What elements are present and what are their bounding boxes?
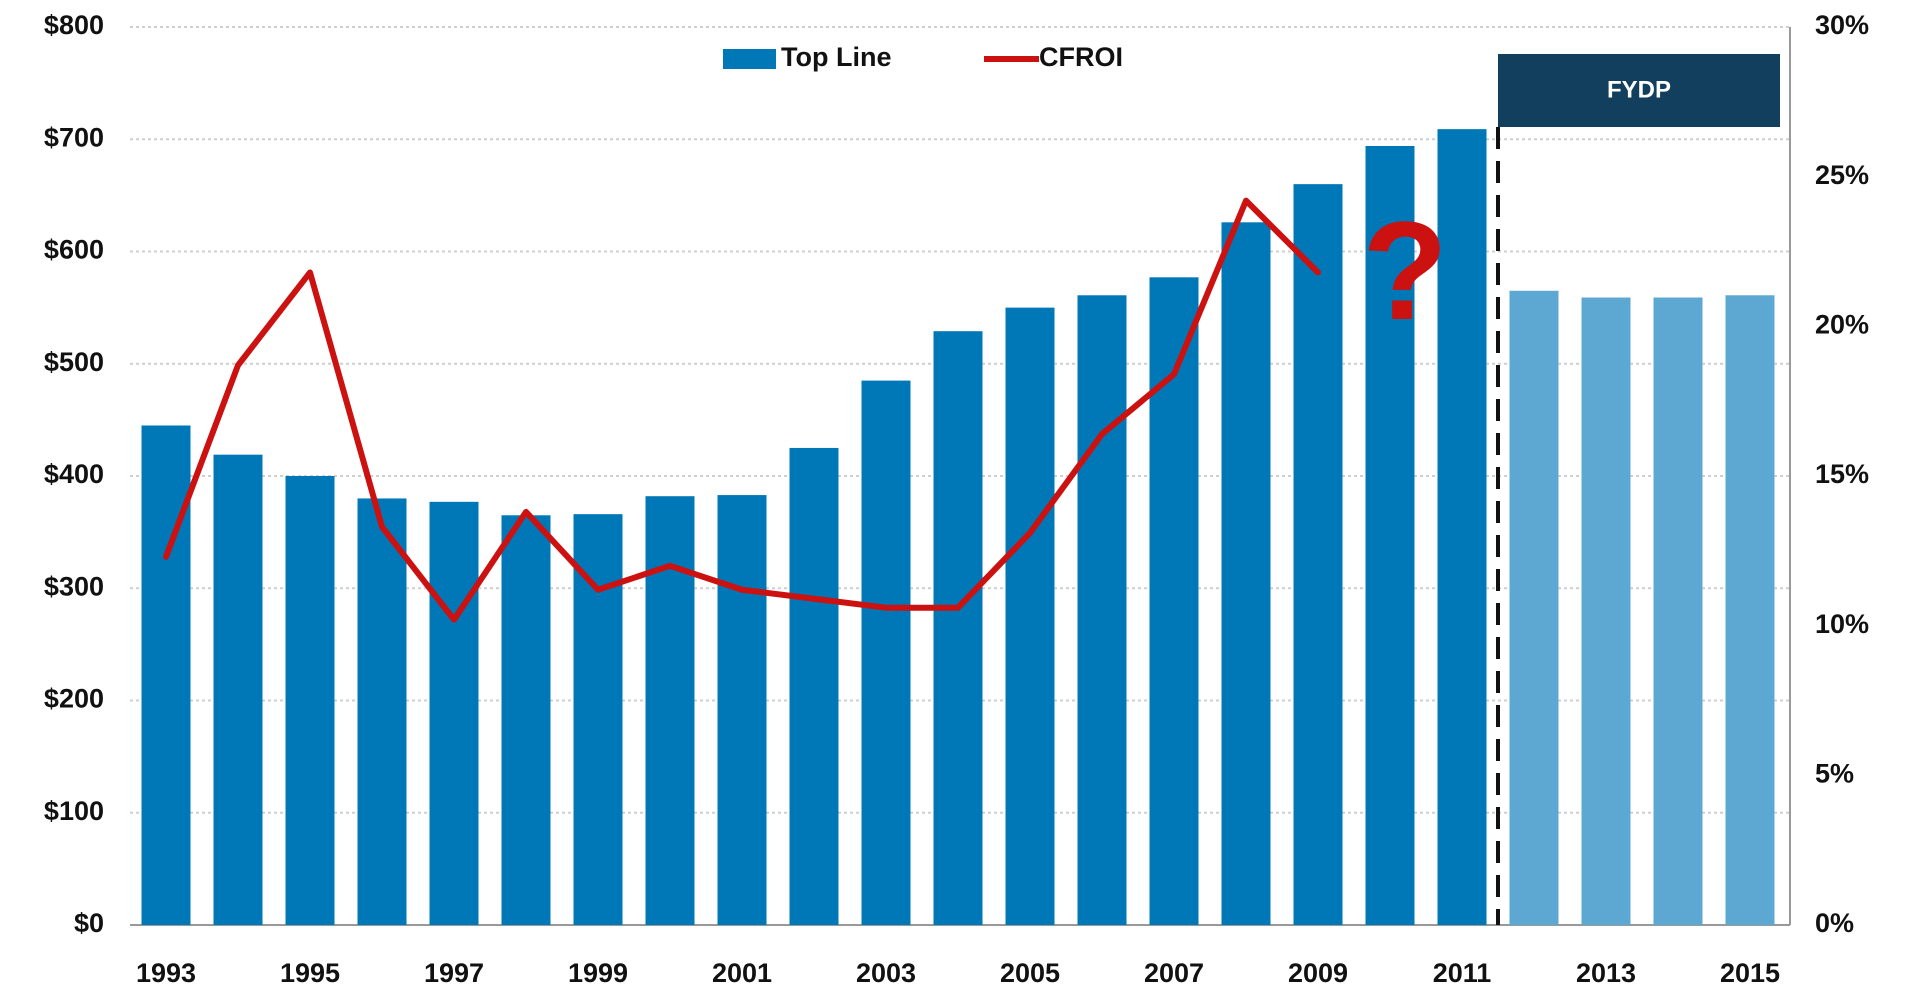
y-tick-label: $500	[44, 347, 104, 377]
bar	[285, 476, 335, 925]
bar	[573, 514, 623, 925]
bar	[1725, 295, 1775, 926]
y-tick-label: $800	[44, 10, 104, 40]
bar	[1509, 290, 1559, 926]
y2-tick-label: 25%	[1815, 160, 1869, 190]
y-tick-label: $600	[44, 235, 104, 265]
y2-tick-label: 5%	[1815, 758, 1854, 788]
legend-label: CFROI	[1039, 42, 1123, 72]
y-tick-label: $700	[44, 122, 104, 152]
x-tick-label: 2013	[1576, 958, 1636, 988]
y-tick-label: $300	[44, 571, 104, 601]
bar	[861, 380, 911, 925]
bar	[357, 498, 407, 925]
x-tick-label: 2009	[1288, 958, 1348, 988]
bar	[501, 515, 551, 925]
y-tick-label: $400	[44, 459, 104, 489]
y2-tick-label: 30%	[1815, 10, 1869, 40]
y-tick-label: $200	[44, 684, 104, 714]
fydp-box	[1498, 54, 1780, 127]
bar	[1581, 297, 1631, 926]
x-tick-label: 1997	[424, 958, 484, 988]
y2-tick-label: 10%	[1815, 609, 1869, 639]
x-tick-label: 2001	[712, 958, 772, 988]
x-tick-label: 1999	[568, 958, 628, 988]
bar	[933, 331, 983, 925]
bar	[1077, 295, 1127, 926]
bar	[789, 447, 839, 925]
y-tick-label: $0	[74, 908, 104, 938]
x-tick-label: 2003	[856, 958, 916, 988]
bar	[1437, 129, 1487, 925]
bar	[141, 425, 191, 925]
question-mark: ?	[1362, 192, 1448, 349]
bar	[1221, 222, 1271, 925]
bar	[1365, 145, 1415, 926]
bar	[1653, 297, 1703, 926]
y2-tick-label: 20%	[1815, 309, 1869, 339]
legend-swatch	[723, 49, 776, 69]
x-tick-label: 2005	[1000, 958, 1060, 988]
x-tick-label: 1993	[136, 958, 196, 988]
y-tick-label: $100	[44, 796, 104, 826]
legend-label: Top Line	[781, 42, 891, 72]
bar	[645, 496, 695, 925]
bar	[213, 454, 263, 925]
bar	[1293, 184, 1343, 925]
y2-tick-label: 15%	[1815, 459, 1869, 489]
bar	[717, 495, 767, 925]
x-tick-label: 2011	[1433, 958, 1492, 988]
bar	[1005, 307, 1055, 925]
y2-tick-label: 0%	[1815, 908, 1854, 938]
line	[163, 197, 1321, 623]
bar	[429, 501, 479, 925]
x-tick-label: 2007	[1144, 958, 1204, 988]
fydp-label: FYDP	[1607, 76, 1671, 103]
x-tick-label: 1995	[280, 958, 340, 988]
x-tick-label: 2015	[1720, 958, 1780, 988]
